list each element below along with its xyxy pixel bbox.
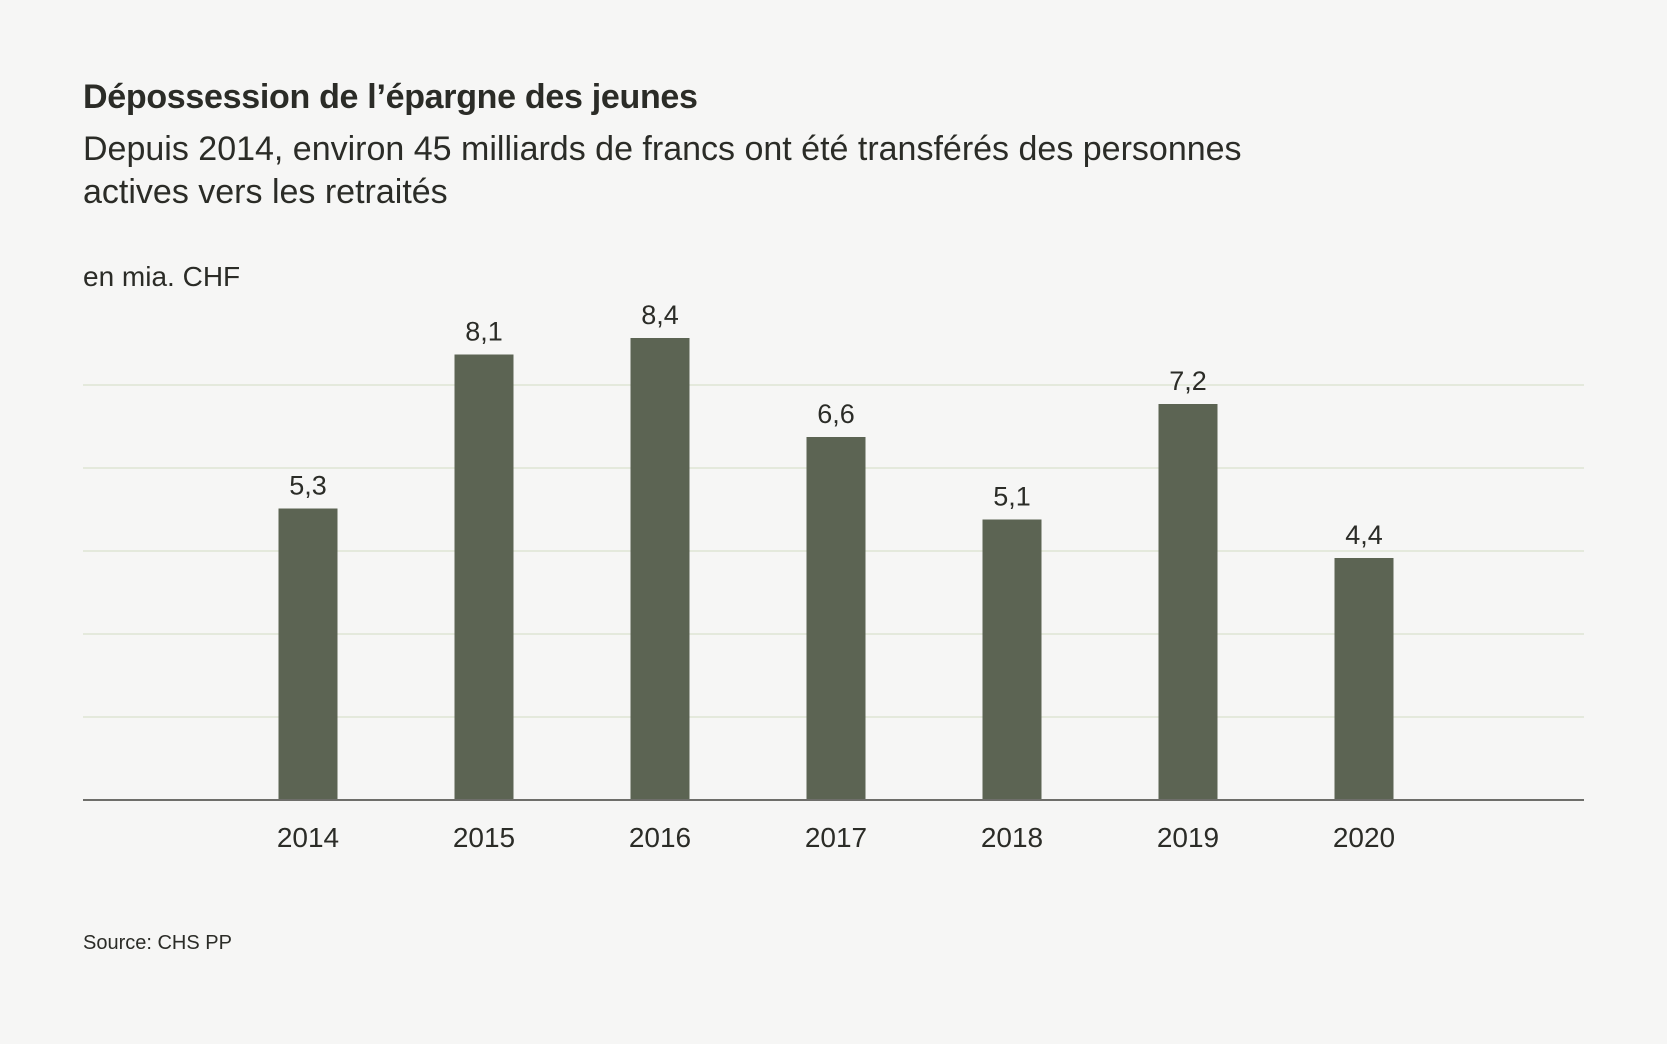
bars — [278, 338, 1394, 800]
chart-title: Dépossession de l’épargne des jeunes — [83, 78, 698, 116]
value-label: 4,4 — [1345, 520, 1383, 550]
x-tick-label: 2016 — [629, 822, 691, 853]
bar-2016 — [630, 338, 690, 800]
source-note: Source: CHS PP — [83, 932, 232, 954]
x-tick-label: 2019 — [1157, 822, 1219, 853]
value-label: 6,6 — [817, 399, 855, 429]
chart-subtitle: Depuis 2014, environ 45 milliards de fra… — [83, 130, 1242, 211]
value-label: 5,3 — [289, 471, 327, 501]
x-tick-label: 2020 — [1333, 822, 1395, 853]
bar-2017 — [806, 437, 866, 800]
bar-2018 — [982, 519, 1042, 800]
bar-2015 — [454, 354, 514, 800]
x-tick-label: 2018 — [981, 822, 1043, 853]
x-tick-label: 2017 — [805, 822, 867, 853]
bar-2014 — [278, 508, 338, 800]
bar-2020 — [1334, 558, 1394, 800]
bar-2019 — [1158, 404, 1218, 800]
x-tick-label: 2014 — [277, 822, 339, 853]
x-tick-labels: 2014 2015 2016 2017 2018 2019 2020 — [277, 822, 1395, 853]
y-axis-unit-label: en mia. CHF — [83, 261, 241, 292]
x-tick-label: 2015 — [453, 822, 515, 853]
value-label: 7,2 — [1169, 366, 1207, 396]
value-label: 8,4 — [641, 300, 679, 330]
value-label: 5,1 — [993, 482, 1031, 512]
value-label: 8,1 — [465, 317, 503, 347]
value-labels: 5,3 8,1 8,4 6,6 5,1 7,2 4,4 — [289, 300, 1383, 550]
